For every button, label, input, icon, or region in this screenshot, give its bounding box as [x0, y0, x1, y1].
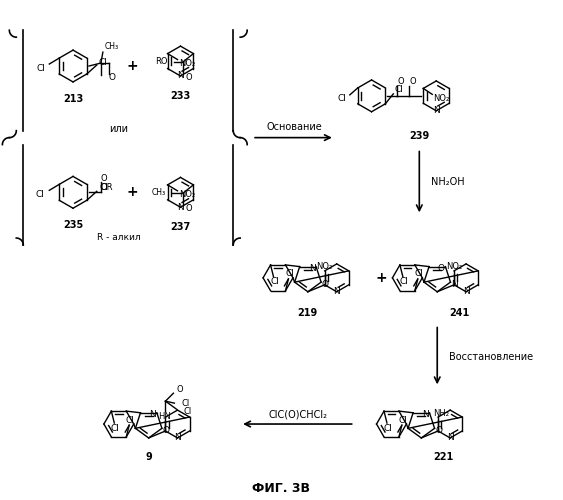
- Text: 219: 219: [298, 308, 318, 318]
- Text: 221: 221: [433, 452, 453, 462]
- Text: Cl: Cl: [99, 183, 108, 192]
- Text: Cl: Cl: [395, 86, 404, 94]
- Text: NH₂: NH₂: [433, 408, 449, 418]
- Text: Cl: Cl: [37, 64, 46, 72]
- Text: R - алкил: R - алкил: [97, 232, 141, 241]
- Text: Cl: Cl: [181, 398, 190, 407]
- Text: NH₂OH: NH₂OH: [431, 178, 465, 188]
- Text: или: или: [109, 124, 128, 134]
- Text: Cl: Cl: [414, 270, 423, 278]
- Text: NO₂: NO₂: [316, 262, 333, 272]
- Text: 235: 235: [63, 220, 83, 230]
- Text: Cl: Cl: [383, 424, 392, 432]
- Text: 239: 239: [409, 130, 430, 140]
- Text: N: N: [433, 106, 440, 116]
- Text: +: +: [127, 186, 138, 200]
- Text: RO: RO: [155, 57, 168, 66]
- Text: NO₂: NO₂: [180, 190, 195, 200]
- Text: O: O: [397, 78, 404, 86]
- Text: 9: 9: [145, 452, 152, 462]
- Text: ФИГ. 3В: ФИГ. 3В: [252, 482, 310, 495]
- Text: NO₂: NO₂: [433, 94, 449, 103]
- Text: Cl: Cl: [400, 278, 408, 286]
- Text: Cl: Cl: [285, 270, 294, 278]
- Text: 237: 237: [171, 222, 191, 232]
- Text: ClC(O)CHCl₂: ClC(O)CHCl₂: [269, 409, 328, 419]
- Text: O: O: [185, 204, 192, 213]
- Text: N: N: [309, 264, 315, 273]
- Text: CH₃: CH₃: [151, 188, 166, 198]
- Text: N: N: [422, 410, 429, 420]
- Text: N: N: [447, 434, 454, 442]
- Text: N: N: [177, 72, 184, 80]
- Text: O: O: [176, 384, 183, 394]
- Text: Cl: Cl: [399, 416, 408, 424]
- Text: HN: HN: [158, 412, 171, 420]
- Text: O: O: [101, 174, 107, 183]
- Text: O: O: [108, 74, 115, 82]
- Text: 213: 213: [63, 94, 83, 104]
- Text: N: N: [174, 434, 181, 442]
- Text: O: O: [321, 280, 329, 288]
- Text: N: N: [177, 202, 184, 211]
- Text: O: O: [162, 426, 169, 435]
- Text: Cl: Cl: [99, 58, 107, 66]
- Text: N: N: [451, 280, 458, 288]
- Text: Cl: Cl: [337, 94, 346, 104]
- Text: +: +: [376, 271, 387, 285]
- Text: +: +: [127, 59, 138, 73]
- Text: O: O: [185, 73, 192, 82]
- Text: 233: 233: [171, 91, 191, 101]
- Text: OR: OR: [101, 184, 113, 192]
- Text: N: N: [463, 288, 470, 296]
- Text: NO₂: NO₂: [446, 262, 462, 272]
- Text: O: O: [435, 426, 442, 435]
- Text: O: O: [438, 264, 445, 273]
- Text: Cl: Cl: [270, 278, 279, 286]
- Text: 241: 241: [449, 308, 469, 318]
- Text: Cl: Cl: [184, 406, 191, 416]
- Text: NO₂: NO₂: [180, 59, 195, 68]
- Text: CH₃: CH₃: [105, 42, 119, 50]
- Text: Cl: Cl: [36, 190, 45, 199]
- Text: Cl: Cl: [126, 416, 135, 424]
- Text: O: O: [409, 78, 415, 86]
- Text: Cl: Cl: [111, 424, 120, 432]
- Text: N: N: [333, 288, 340, 296]
- Text: Восстановление: Восстановление: [449, 352, 533, 362]
- Text: Основание: Основание: [266, 122, 322, 132]
- Text: N: N: [150, 410, 157, 420]
